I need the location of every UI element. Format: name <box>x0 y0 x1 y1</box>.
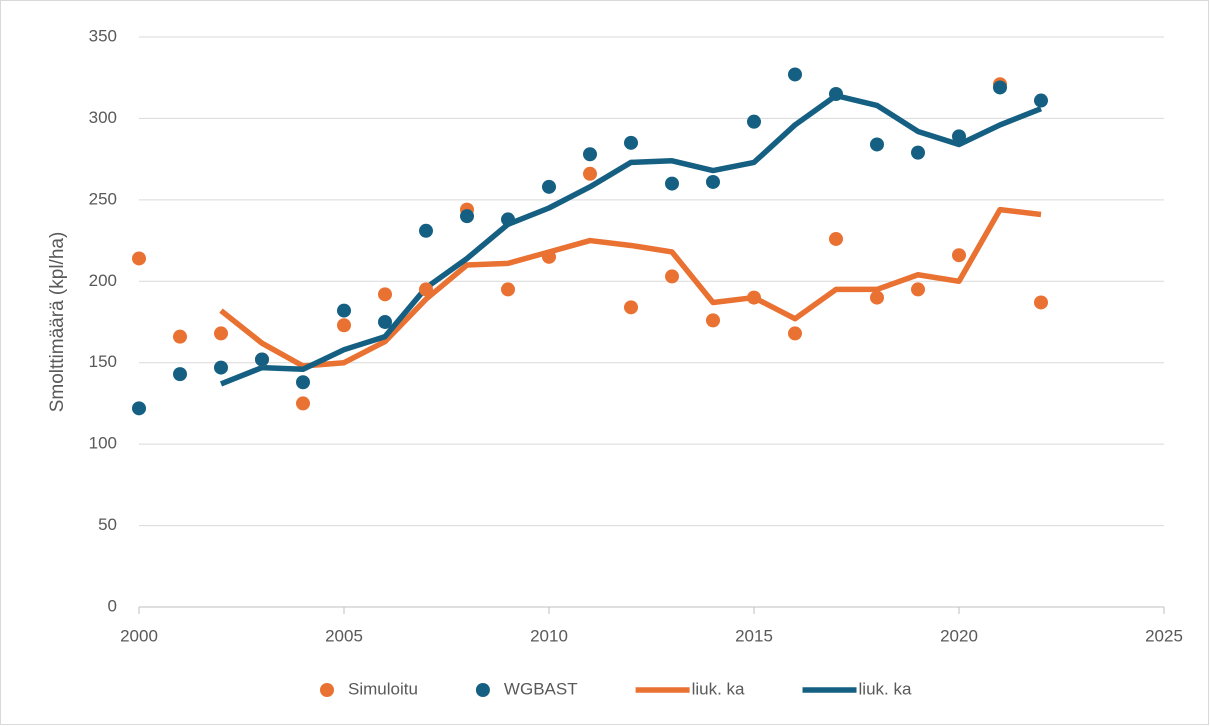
y-tick-label: 100 <box>89 434 117 453</box>
point <box>419 282 433 297</box>
legend-label: liuk. ka <box>692 679 745 698</box>
legend-label: Simuloitu <box>348 679 418 698</box>
point <box>993 80 1007 95</box>
y-tick-label: 300 <box>89 108 117 127</box>
point <box>747 290 761 305</box>
x-tick-label: 2025 <box>1145 626 1183 645</box>
point <box>419 223 433 238</box>
x-tick-label: 2005 <box>325 626 363 645</box>
legend-swatch <box>475 683 490 697</box>
y-tick-label: 150 <box>89 352 117 371</box>
point <box>542 249 556 264</box>
x-tick-label: 2015 <box>735 626 773 645</box>
legend-label: liuk. ka <box>859 679 912 698</box>
point <box>788 67 802 82</box>
point <box>829 231 843 246</box>
legend-label: WGBAST <box>504 679 578 698</box>
point <box>173 329 187 344</box>
y-tick-label: 0 <box>108 596 117 615</box>
y-tick-label: 50 <box>98 515 117 534</box>
point <box>624 135 638 150</box>
y-tick-label: 350 <box>89 26 117 45</box>
point <box>296 396 310 411</box>
legend-swatch <box>320 683 334 697</box>
point <box>132 401 146 416</box>
point <box>829 87 843 101</box>
point <box>870 290 884 305</box>
point <box>214 326 228 341</box>
x-tick-label: 2000 <box>120 626 158 645</box>
point <box>1034 295 1048 310</box>
y-tick-label: 200 <box>89 271 117 290</box>
point <box>665 269 679 284</box>
point <box>583 147 597 162</box>
point <box>132 251 146 266</box>
point <box>624 300 638 315</box>
line-series <box>219 92 1043 387</box>
point <box>501 212 515 227</box>
x-tick-label: 2020 <box>940 626 978 645</box>
point <box>378 315 392 329</box>
point <box>501 282 515 297</box>
point <box>214 360 228 375</box>
point <box>1034 93 1048 108</box>
point <box>952 129 966 144</box>
y-tick-label: 250 <box>89 189 117 208</box>
point <box>255 352 269 367</box>
point <box>747 114 761 129</box>
point <box>583 166 597 181</box>
point <box>706 174 720 189</box>
point <box>911 145 925 160</box>
point <box>788 326 802 341</box>
point <box>296 375 310 390</box>
point <box>706 313 720 328</box>
point <box>173 367 187 382</box>
point <box>911 282 925 297</box>
point <box>378 287 392 302</box>
y-axis-label: Smolttimäärä (kpl/ha) <box>47 232 68 413</box>
point <box>952 248 966 263</box>
point <box>460 209 474 224</box>
point <box>542 179 556 194</box>
line-series <box>219 206 1042 369</box>
point <box>665 176 679 191</box>
point <box>337 318 351 333</box>
point <box>870 137 884 152</box>
point <box>337 303 351 318</box>
x-tick-label: 2010 <box>530 626 568 645</box>
